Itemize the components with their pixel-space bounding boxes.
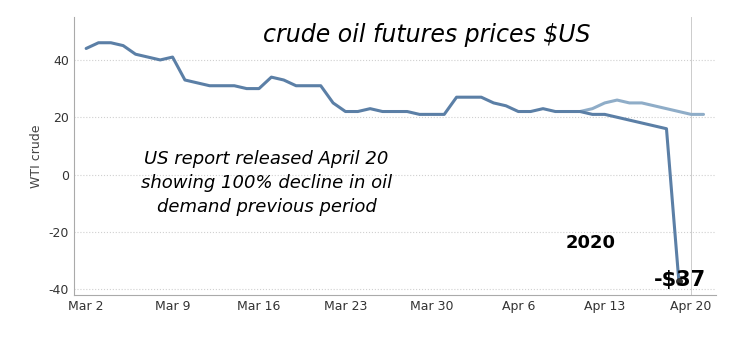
Y-axis label: WTI crude: WTI crude [30, 124, 43, 188]
Text: -$37: -$37 [654, 270, 706, 290]
Text: 2020: 2020 [565, 234, 615, 252]
Text: US report released April 20
showing 100% decline in oil
demand previous period: US report released April 20 showing 100%… [141, 151, 392, 216]
Text: crude oil futures prices $US: crude oil futures prices $US [263, 22, 590, 46]
